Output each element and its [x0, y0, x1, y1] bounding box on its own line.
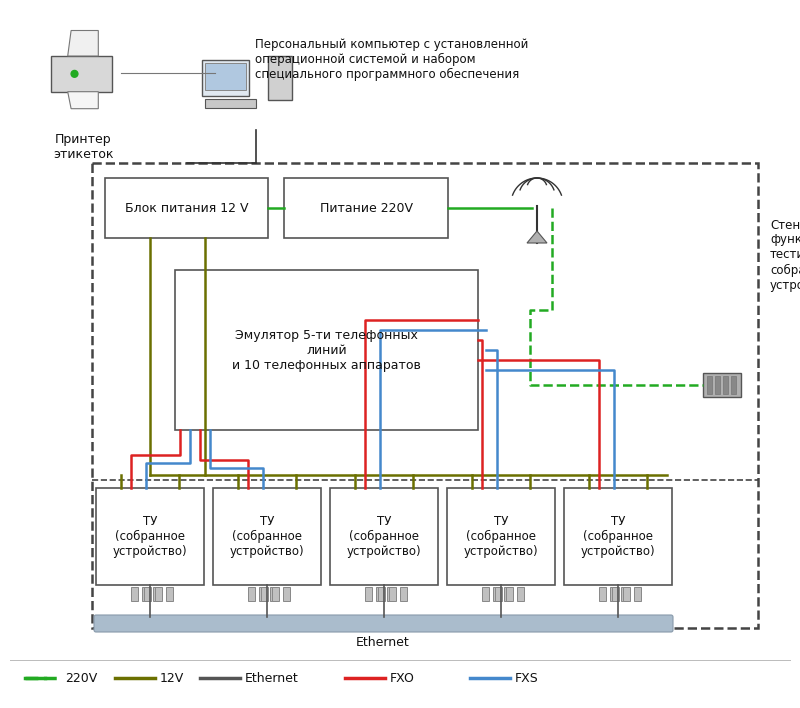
Bar [96, 488, 204, 585]
Bar [504, 587, 511, 601]
Text: ТУ
(собранное
устройство): ТУ (собранное устройство) [113, 515, 187, 558]
Bar [153, 587, 160, 601]
Bar [131, 587, 138, 601]
Text: Эмулятор 5-ти телефонных
линий
и 10 телефонных аппаратов: Эмулятор 5-ти телефонных линий и 10 теле… [232, 329, 421, 372]
Bar [166, 587, 173, 601]
Bar [105, 178, 268, 238]
Text: 12V: 12V [160, 671, 184, 685]
Bar [715, 376, 720, 394]
Bar [621, 587, 628, 601]
Text: Блок питания 12 V: Блок питания 12 V [125, 202, 248, 215]
Bar [144, 587, 151, 601]
Bar [155, 587, 162, 601]
Bar [623, 587, 630, 601]
Text: 220V: 220V [65, 671, 98, 685]
Bar [202, 60, 249, 96]
Bar [330, 488, 438, 585]
Bar [506, 587, 513, 601]
Bar [272, 587, 279, 601]
Bar [731, 376, 736, 394]
Bar [261, 587, 268, 601]
Polygon shape [527, 231, 547, 243]
Bar [495, 587, 502, 601]
Bar [517, 587, 524, 601]
Bar [270, 587, 277, 601]
FancyBboxPatch shape [94, 615, 673, 632]
Text: Принтер
этикеток: Принтер этикеток [53, 133, 114, 161]
Circle shape [71, 71, 78, 77]
Bar [707, 376, 712, 394]
Text: ТУ
(собранное
устройство): ТУ (собранное устройство) [581, 515, 655, 558]
Text: ТУ
(собранное
устройство): ТУ (собранное устройство) [230, 515, 304, 558]
Bar [564, 488, 672, 585]
Bar [376, 587, 383, 601]
Bar [259, 587, 266, 601]
Bar [389, 587, 396, 601]
Bar [213, 488, 321, 585]
Polygon shape [68, 92, 98, 109]
Text: Ethernet: Ethernet [245, 671, 298, 685]
Bar [493, 587, 500, 601]
Bar [400, 587, 407, 601]
Text: FXS: FXS [515, 671, 538, 685]
Bar [268, 56, 292, 100]
Bar [610, 587, 617, 601]
Bar [387, 587, 394, 601]
Bar [634, 587, 641, 601]
Bar [92, 163, 758, 628]
Polygon shape [68, 30, 98, 56]
Bar [205, 63, 246, 90]
Bar [447, 488, 555, 585]
Bar [723, 376, 728, 394]
Text: Персональный компьютер с установленной
операционной системой и набором
специальн: Персональный компьютер с установленной о… [255, 38, 528, 81]
Text: FXO: FXO [390, 671, 415, 685]
Bar [599, 587, 606, 601]
Bar [612, 587, 619, 601]
Bar [142, 587, 149, 601]
Text: Ethernet: Ethernet [356, 636, 410, 649]
Bar [50, 56, 112, 92]
Bar [482, 587, 489, 601]
Text: Питание 220V: Питание 220V [319, 202, 413, 215]
Bar [378, 587, 385, 601]
Bar [283, 587, 290, 601]
Bar [175, 270, 478, 430]
Text: ТУ
(собранное
устройство): ТУ (собранное устройство) [464, 515, 538, 558]
Bar [703, 373, 741, 397]
Text: Стенд
функционального
тестирования
собранных
устройств: Стенд функционального тестирования собра… [770, 219, 800, 292]
Bar [205, 99, 255, 108]
Bar [284, 178, 448, 238]
Bar [248, 587, 255, 601]
Bar [365, 587, 372, 601]
Text: ТУ
(собранное
устройство): ТУ (собранное устройство) [346, 515, 422, 558]
